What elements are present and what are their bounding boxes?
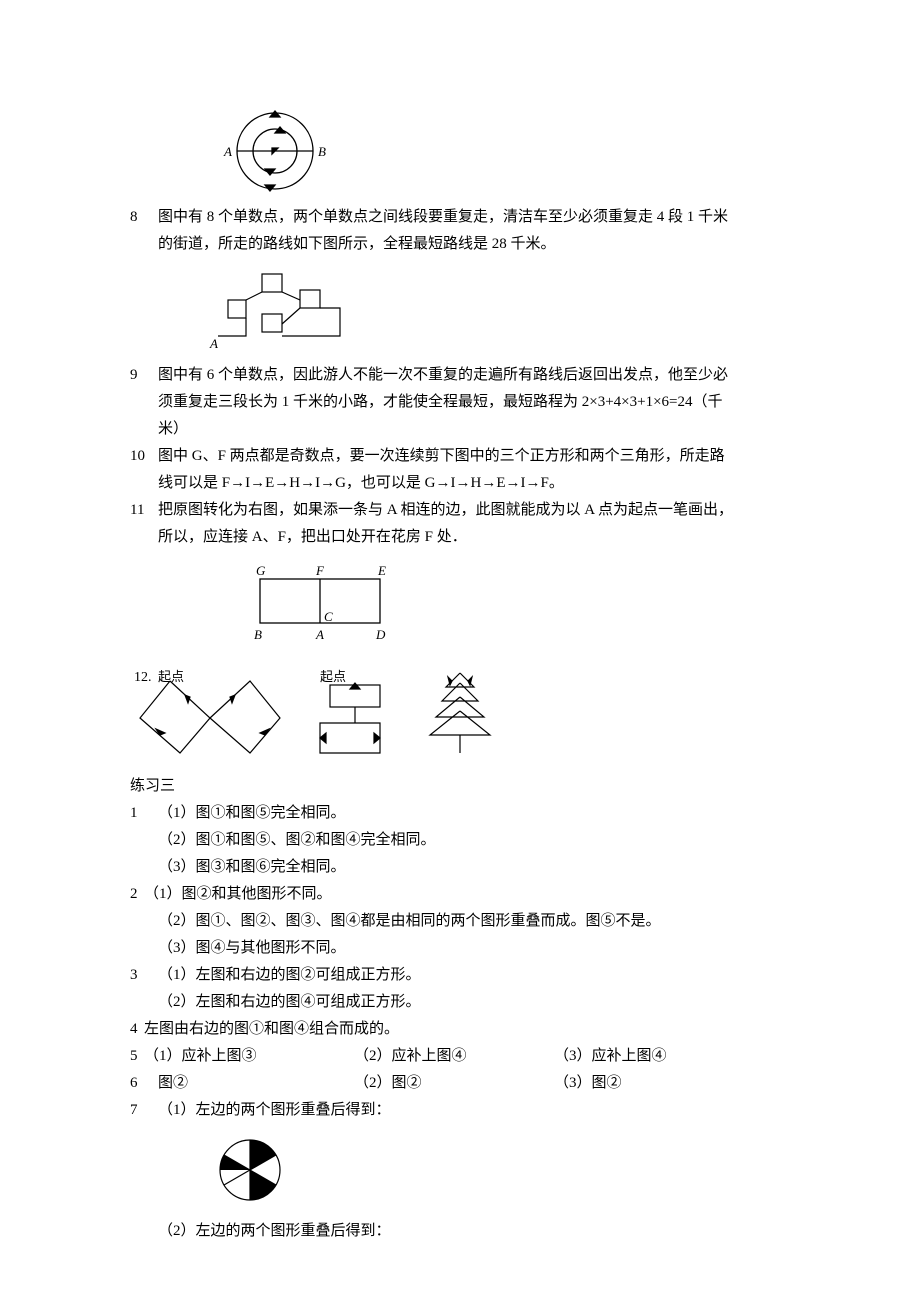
text-line: （3）图③和图⑥完全相同。: [158, 854, 790, 881]
document-page: A B 8 图中有 8 个单数点，两个单数点之间线段要重复走，清洁车至少必须重复…: [0, 0, 920, 1305]
ex4: 4 左图由右边的图①和图④组合而成的。: [130, 1016, 790, 1043]
text-line: 米）: [158, 416, 790, 443]
text-line: 所以，应连接 A、F，把出口处开在花房 F 处．: [158, 524, 790, 551]
ex3: 3 （1）左图和右边的图②可组成正方形。 （2）左图和右边的图④可组成正方形。: [130, 962, 790, 1016]
label-d: D: [375, 627, 386, 642]
text-line: （2）图②: [354, 1070, 554, 1097]
ex1: 1 （1）图①和图⑤完全相同。 （2）图①和图⑤、图②和图④完全相同。 （3）图…: [130, 800, 790, 881]
text-line: 图中 G、F 两点都是奇数点，要一次连续剪下图中的三个正方形和两个三角形，所走路: [158, 443, 790, 470]
text-line: （1）左图和右边的图②可组成正方形。: [158, 962, 790, 989]
ex-number: 7: [130, 1097, 158, 1124]
streets-svg: A: [200, 264, 370, 354]
rect-svg: G F E B C A D: [240, 561, 420, 651]
text-line: 图中有 6 个单数点，因此游人不能一次不重复的走遍所有路线后返回出发点，他至少必: [158, 362, 790, 389]
text-line: 线可以是 F→I→E→H→I→G，也可以是 G→I→H→E→I→F。: [158, 470, 790, 497]
label-qi2: 起点: [320, 669, 346, 684]
label-12: 12.: [134, 670, 152, 685]
text-line: （1）应补上图③: [144, 1043, 354, 1070]
problem-10: 10 图中 G、F 两点都是奇数点，要一次连续剪下图中的三个正方形和两个三角形，…: [130, 443, 790, 497]
text-line: （1）图②和其他图形不同。: [144, 881, 790, 908]
diagram-row-12: 12. 起点 起点: [130, 663, 790, 763]
diagram-pie: [210, 1130, 790, 1210]
text-line: 须重复走三段长为 1 千米的小路，才能使全程最短，最短路程为 2×3+4×3+1…: [158, 389, 790, 416]
diagram-circles: A B: [200, 106, 790, 196]
text-line: （3）应补上图④: [554, 1043, 724, 1070]
problem-8: 8 图中有 8 个单数点，两个单数点之间线段要重复走，清洁车至少必须重复走 4 …: [130, 204, 790, 258]
text-line: （2）图①、图②、图③、图④都是由相同的两个图形重叠而成。图⑤不是。: [144, 908, 790, 935]
problem-11: 11 把原图转化为右图，如果添一条与 A 相连的边，此图就能成为以 A 点为起点…: [130, 497, 790, 551]
problem-number: 8: [130, 204, 158, 231]
problem-9: 9 图中有 6 个单数点，因此游人不能一次不重复的走遍所有路线后返回出发点，他至…: [130, 362, 790, 443]
text-line: 图中有 8 个单数点，两个单数点之间线段要重复走，清洁车至少必须重复走 4 段 …: [158, 204, 790, 231]
label-e: E: [377, 563, 386, 578]
label-g: G: [256, 563, 266, 578]
ex-number: 5: [130, 1043, 144, 1070]
text-line: 的街道，所走的路线如下图所示，全程最短路线是 28 千米。: [158, 231, 790, 258]
text-line: 把原图转化为右图，如果添一条与 A 相连的边，此图就能成为以 A 点为起点一笔画…: [158, 497, 790, 524]
diagram-streets: A: [200, 264, 790, 354]
section-heading: 练习三: [130, 773, 790, 800]
problem-number: 10: [130, 443, 158, 470]
text-line: （3）图②: [554, 1070, 724, 1097]
label-a: A: [223, 144, 232, 159]
label-b2: B: [254, 627, 262, 642]
label-b: B: [318, 144, 326, 159]
ex7b: （2）左边的两个图形重叠后得到：: [130, 1218, 790, 1245]
label-c: C: [324, 609, 333, 624]
diagram-rectangle: G F E B C A D: [240, 561, 790, 651]
label-a: A: [209, 336, 218, 351]
row12-svg: 12. 起点 起点: [130, 663, 520, 763]
text-line: （2）左图和右边的图④可组成正方形。: [158, 989, 790, 1016]
label-f: F: [315, 563, 325, 578]
ex5: 5 （1）应补上图③ （2）应补上图④ （3）应补上图④: [130, 1043, 790, 1070]
problem-number: 11: [130, 497, 158, 524]
ex-number: 6: [130, 1070, 158, 1097]
text-line: （1）左边的两个图形重叠后得到：: [158, 1097, 790, 1124]
ex-number: 3: [130, 962, 158, 989]
ex-number: 1: [130, 800, 158, 827]
problem-number: 9: [130, 362, 158, 389]
label-a2: A: [315, 627, 324, 642]
text-line: （2）左边的两个图形重叠后得到：: [158, 1218, 790, 1245]
ex-number: 4: [130, 1016, 144, 1043]
circles-svg: A B: [200, 106, 350, 196]
text-line: 图②: [158, 1070, 354, 1097]
text-line: 左图由右边的图①和图④组合而成的。: [144, 1016, 790, 1043]
pie-svg: [210, 1130, 290, 1210]
text-line: （3）图④与其他图形不同。: [144, 935, 790, 962]
text-line: （2）应补上图④: [354, 1043, 554, 1070]
text-line: （2）图①和图⑤、图②和图④完全相同。: [158, 827, 790, 854]
ex2: 2 （1）图②和其他图形不同。 （2）图①、图②、图③、图④都是由相同的两个图形…: [130, 881, 790, 962]
ex6: 6 图② （2）图② （3）图②: [130, 1070, 790, 1097]
text-line: （1）图①和图⑤完全相同。: [158, 800, 790, 827]
ex7: 7 （1）左边的两个图形重叠后得到：: [130, 1097, 790, 1124]
